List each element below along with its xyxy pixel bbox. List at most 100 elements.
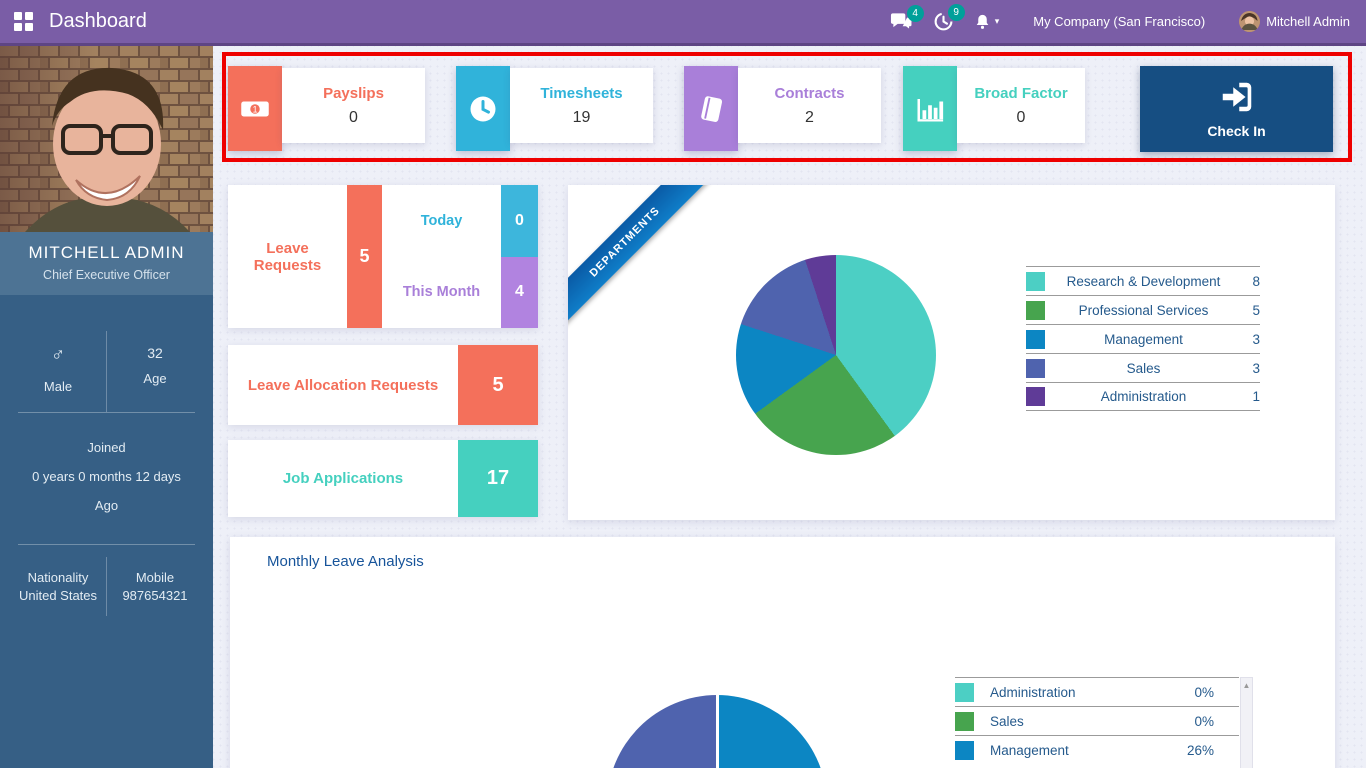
gender-stat: ♂ Male: [10, 331, 107, 412]
leave-today-label: Today: [420, 212, 463, 229]
legend-row: Administration 1: [1026, 382, 1260, 411]
employee-role: Chief Executive Officer: [43, 268, 170, 282]
payslips-label: Payslips: [323, 84, 384, 102]
employee-name: MITCHELL ADMIN: [28, 243, 185, 262]
legend-scrollbar[interactable]: ▲: [1240, 677, 1253, 768]
page-title: Dashboard: [49, 10, 147, 32]
mobile-value: 987654321: [122, 588, 188, 603]
topbar-actions: 4 9 ▾ My Company (San Francisco): [890, 4, 1350, 32]
departments-pie[interactable]: [736, 255, 936, 455]
legend-swatch: [955, 740, 974, 760]
joined-stat: Joined 0 years 0 months 12 days Ago: [0, 413, 213, 544]
job-applications-value: 17: [458, 440, 538, 517]
leave-month-row[interactable]: This Month 4: [382, 256, 538, 328]
legend-swatch: [1026, 387, 1045, 406]
mobile-stat: Mobile 987654321: [107, 557, 203, 616]
age-value: 32: [147, 345, 163, 361]
leave-today-value: 0: [501, 185, 538, 257]
leave-allocation-card[interactable]: Leave Allocation Requests 5: [228, 345, 538, 425]
broad-factor-label: Broad Factor: [974, 84, 1068, 102]
bar-chart-icon: [903, 66, 957, 151]
activities-badge: 9: [947, 4, 965, 21]
broad-factor-card[interactable]: Broad Factor 0: [903, 66, 1085, 151]
clock-icon: [456, 66, 510, 151]
job-applications-card[interactable]: Job Applications 17: [228, 440, 538, 517]
joined-value: 0 years 0 months 12 days: [32, 469, 181, 484]
leave-month-value: 4: [501, 256, 538, 328]
nationality-stat: Nationality United States: [10, 557, 107, 616]
nationality-label: Nationality: [27, 570, 89, 585]
legend-swatch: [1026, 300, 1045, 320]
contracts-label: Contracts: [774, 84, 845, 102]
contracts-card[interactable]: Contracts 2: [684, 66, 881, 151]
timesheets-card[interactable]: Timesheets 19: [456, 66, 653, 151]
notifications-icon[interactable]: ▾: [974, 13, 1000, 31]
payslips-value: 0: [349, 108, 358, 126]
pie-slice-gap: [716, 695, 719, 768]
activity-clock-icon: [934, 12, 953, 31]
legend-swatch: [1026, 358, 1045, 378]
svg-text:1: 1: [253, 104, 258, 114]
divider: [18, 544, 195, 545]
check-in-button[interactable]: Check In: [1140, 66, 1333, 152]
gender-value: Male: [43, 379, 73, 394]
book-icon: [684, 66, 738, 151]
departments-legend: Research & Development 8 Professional Se…: [1026, 266, 1260, 411]
leave-requests-label: Leave Requests: [253, 239, 322, 274]
departments-ribbon: DEPARTMENTS: [568, 185, 713, 330]
legend-row: Professional Services 5: [1026, 295, 1260, 324]
divider: [18, 412, 195, 413]
leave-allocation-label: Leave Allocation Requests: [247, 376, 439, 394]
departments-card: DEPARTMENTS Research & Development 8 Pro…: [568, 185, 1335, 520]
leave-requests-value: 5: [347, 185, 382, 328]
payslips-card[interactable]: 1 Payslips 0: [228, 66, 425, 151]
legend-swatch: [1026, 329, 1045, 349]
employee-photo: [0, 46, 213, 232]
money-icon: 1: [228, 66, 282, 151]
legend-row: Research & Development 8: [1026, 266, 1260, 295]
legend-row: Administration 0%: [955, 677, 1239, 706]
mobile-label: Mobile: [135, 570, 175, 585]
legend-swatch: [955, 682, 974, 702]
leave-allocation-value: 5: [458, 345, 538, 425]
broad-factor-value: 0: [1016, 108, 1026, 126]
leave-requests-card[interactable]: Leave Requests 5 Today 0 This Month 4: [228, 185, 538, 328]
messages-icon[interactable]: 4: [890, 4, 924, 32]
employee-name-band: MITCHELL ADMIN Chief Executive Officer: [0, 232, 213, 295]
user-menu[interactable]: Mitchell Admin: [1239, 11, 1350, 32]
apps-menu-icon[interactable]: [14, 11, 34, 32]
activities-icon[interactable]: 9: [933, 4, 965, 32]
leave-month-label: This Month: [402, 284, 481, 301]
job-applications-label: Job Applications: [282, 470, 404, 487]
sign-in-icon: [1222, 82, 1251, 112]
topbar: Dashboard 4 9: [0, 0, 1366, 46]
legend-row: Management 26%: [955, 735, 1239, 764]
age-label: Age: [143, 371, 167, 386]
user-name: Mitchell Admin: [1266, 14, 1350, 29]
legend-row: Sales 0%: [955, 706, 1239, 735]
monthly-leave-title: Monthly Leave Analysis: [267, 553, 424, 570]
joined-label: Joined: [87, 440, 126, 455]
legend-row: Sales 3: [1026, 353, 1260, 382]
age-stat: 32 Age: [107, 331, 203, 412]
scroll-up-icon: ▲: [1242, 681, 1251, 690]
monthly-leave-card: Monthly Leave Analysis Administration 0%…: [230, 537, 1335, 768]
chevron-down-icon: ▾: [994, 16, 1000, 26]
employee-stats: ♂ Male 32 Age Joined 0 years 0 months 12…: [0, 331, 213, 624]
legend-row: Management 3: [1026, 324, 1260, 353]
timesheets-value: 19: [572, 108, 591, 126]
male-symbol-icon: ♂: [50, 345, 66, 366]
company-switcher[interactable]: My Company (San Francisco): [1033, 14, 1206, 29]
contracts-value: 2: [805, 108, 814, 126]
check-in-label: Check In: [1207, 123, 1266, 139]
monthly-leave-legend: Administration 0% Sales 0% Management 26…: [955, 677, 1239, 764]
messages-badge: 4: [906, 4, 924, 22]
leave-today-row[interactable]: Today 0: [382, 185, 538, 257]
timesheets-label: Timesheets: [540, 84, 623, 102]
nationality-value: United States: [18, 588, 98, 603]
legend-swatch: [955, 711, 974, 731]
legend-swatch: [1026, 271, 1045, 291]
joined-suffix: Ago: [94, 498, 119, 513]
bell-icon: [976, 14, 989, 29]
